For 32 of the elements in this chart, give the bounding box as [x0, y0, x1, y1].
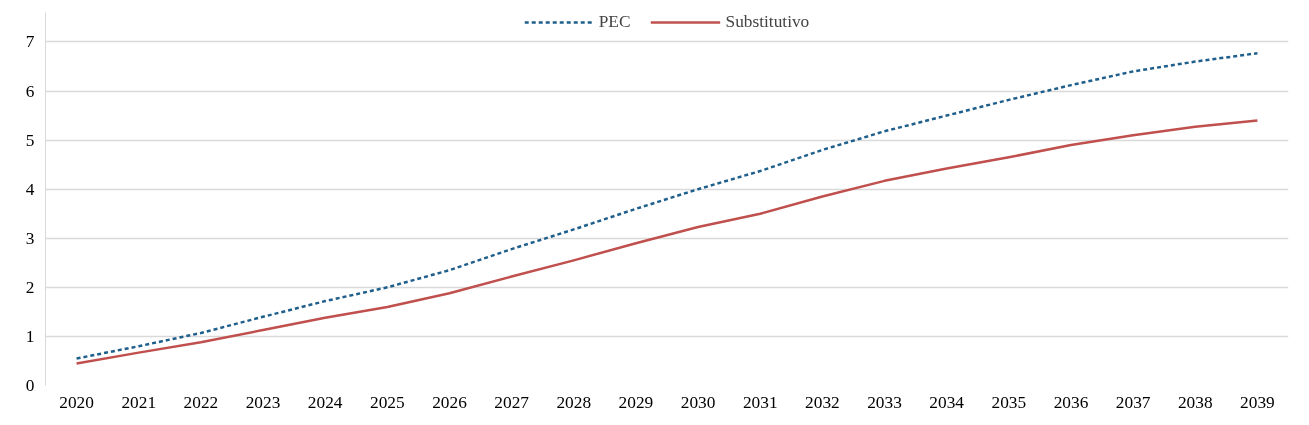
x-tick-label: 2020: [59, 392, 94, 412]
x-tick-label: 2037: [1115, 392, 1151, 412]
y-tick-label: 1: [25, 326, 35, 346]
x-tick-label: 2036: [1053, 392, 1089, 412]
x-tick-label: 2022: [183, 392, 219, 412]
x-tick-label: 2028: [556, 392, 592, 412]
x-tick-label: 2026: [432, 392, 468, 412]
x-tick-label: 2031: [742, 392, 778, 412]
x-tick-label: 2039: [1240, 392, 1275, 412]
x-tick-label: 2035: [991, 392, 1027, 412]
x-tick-label: 2033: [867, 392, 902, 412]
x-tick-label: 2034: [929, 392, 965, 412]
x-tick-label: 2030: [680, 392, 716, 412]
x-tick-label: 2027: [494, 392, 530, 412]
y-tick-label: 0: [25, 376, 35, 395]
legend-label: Substitutivo: [725, 12, 810, 32]
y-tick-label: 7: [25, 32, 35, 52]
x-tick-label: 2025: [370, 392, 405, 412]
x-tick-label: 2029: [618, 392, 654, 412]
x-tick-label: 2038: [1177, 392, 1213, 412]
line-series: [75, 119, 1259, 365]
y-tick-label: 3: [25, 228, 35, 248]
x-tick-label: 2024: [307, 392, 343, 412]
y-tick-label: 5: [25, 130, 35, 150]
y-tick-label: 2: [25, 277, 35, 297]
y-tick-label: 4: [25, 179, 35, 199]
x-tick-label: 2021: [121, 392, 157, 412]
y-tick-label: 6: [25, 81, 35, 101]
x-tick-label: 2023: [245, 392, 281, 412]
x-tick-label: 2032: [805, 392, 840, 412]
line-series: [75, 51, 1259, 360]
legend-label: PEC: [598, 12, 631, 32]
